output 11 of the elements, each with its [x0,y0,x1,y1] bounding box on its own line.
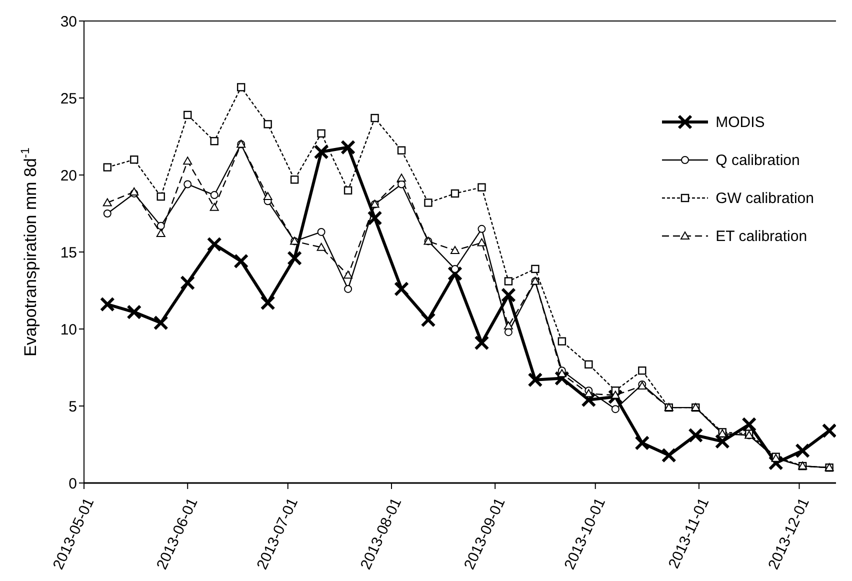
y-tick-label: 30 [60,13,77,30]
legend-label: ET calibration [716,228,808,244]
legend-label: GW calibration [716,190,814,206]
y-tick-label: 10 [60,321,77,338]
y-tick-label: 5 [68,398,77,416]
legend-label: MODIS [716,114,765,130]
y-tick-label: 25 [60,90,77,108]
y-tick-label: 0 [68,475,77,492]
legend-label: Q calibration [716,152,800,168]
y-tick-label: 15 [60,244,77,262]
y-tick-label: 20 [60,167,77,184]
